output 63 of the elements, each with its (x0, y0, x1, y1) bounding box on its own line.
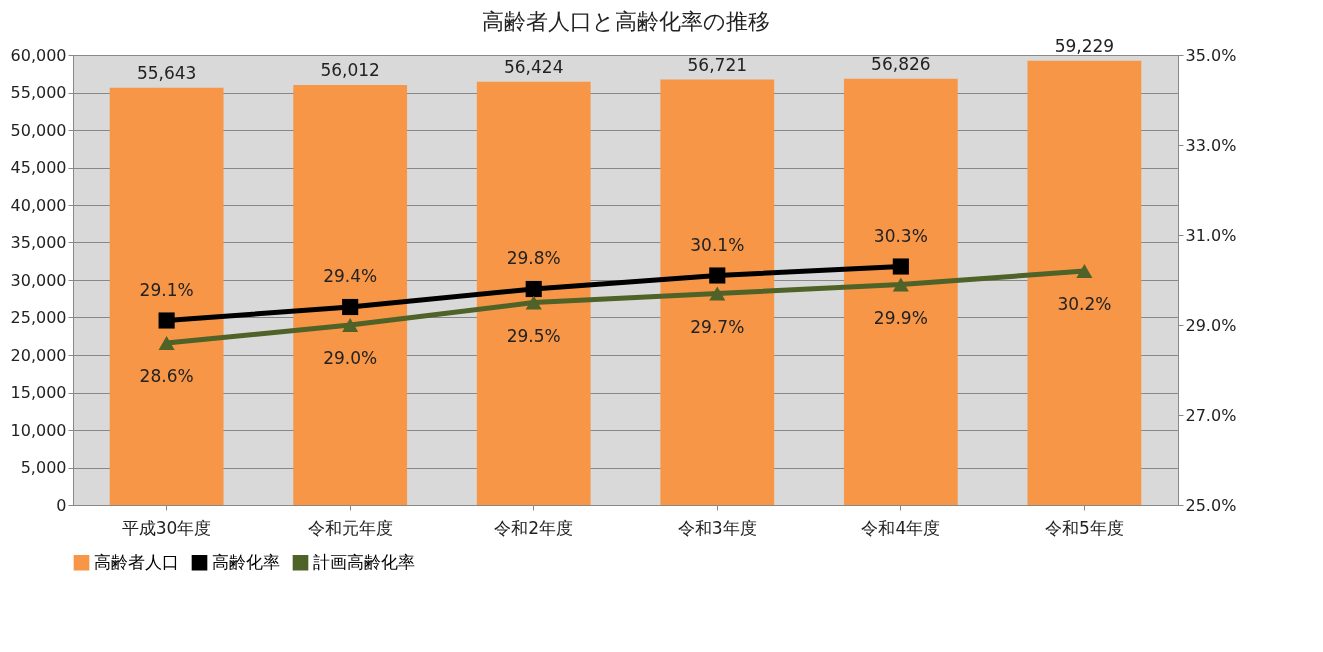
y2-tick-label: 25.0% (1185, 495, 1237, 515)
y-tick-label: 25,000 (10, 308, 67, 327)
data-label: 29.7% (690, 316, 745, 337)
x-tick-label: 令和3年度 (677, 517, 757, 538)
data-label: 29.4% (323, 266, 378, 286)
data-label: 55,643 (136, 62, 197, 83)
data-label: 29.0% (323, 348, 378, 368)
data-label: 29.1% (139, 279, 194, 300)
point (342, 318, 359, 332)
y-tick-label: 60,000 (10, 45, 67, 65)
y-tick-label: 20,000 (10, 345, 67, 365)
bar (293, 84, 408, 505)
data-label: 30.2% (1057, 294, 1112, 314)
point (892, 277, 909, 292)
y-tick-label: 10,000 (10, 420, 67, 440)
data-label: 56,826 (871, 53, 931, 74)
y-tick-label: 55,000 (10, 83, 67, 102)
x-tick-label: 令和2年度 (494, 517, 574, 538)
y-tick-label: 5,000 (20, 458, 67, 477)
y-tick-label: 15,000 (10, 383, 67, 402)
y-tick-label: 40,000 (10, 195, 67, 215)
data-label: 56,012 (320, 59, 380, 80)
y-tick-label: 45,000 (10, 158, 67, 177)
data-label: 30.3% (873, 225, 928, 246)
bar (109, 87, 224, 505)
chart-title: 高齢者人口と高齢化率の推移 (481, 8, 770, 34)
bar (843, 78, 958, 505)
point (525, 280, 542, 298)
data-label: 30.1% (690, 234, 745, 255)
x-tick-label: 令和5年度 (1044, 517, 1124, 538)
data-label: 28.6% (139, 366, 194, 386)
x-tick-label: 令和元年度 (307, 517, 393, 538)
y2-tick-label: 35.0% (1185, 45, 1237, 65)
point (158, 312, 175, 329)
legend-label: 高齢化率 (212, 551, 280, 572)
point (158, 336, 175, 350)
point (709, 267, 726, 284)
data-label: 29.9% (873, 307, 928, 328)
data-label: 29.5% (506, 325, 561, 346)
x-tick-label: 平成30年度 (121, 517, 212, 538)
y-tick-label: 35,000 (10, 233, 67, 252)
point (709, 286, 726, 301)
data-label: 56,424 (503, 56, 564, 77)
y2-tick-label: 29.0% (1185, 315, 1237, 335)
bar (1027, 60, 1142, 505)
point (1076, 264, 1093, 278)
data-label: 29.8% (506, 248, 561, 268)
x-tick-label: 令和4年度 (861, 517, 941, 538)
point (525, 295, 542, 310)
y2-tick-label: 33.0% (1185, 135, 1237, 155)
legend-label: 計画高齢化率 (313, 551, 415, 572)
y-tick-label: 30,000 (10, 270, 67, 290)
point (892, 258, 909, 275)
bar (476, 81, 591, 505)
bar (660, 79, 775, 505)
data-label: 56,721 (687, 54, 748, 75)
point (342, 298, 359, 316)
y2-tick-label: 31.0% (1185, 225, 1237, 245)
legend-label: 高齢者人口 (94, 551, 179, 572)
y2-tick-label: 27.0% (1185, 405, 1237, 425)
y-tick-label: 50,000 (10, 120, 67, 140)
y-tick-label: 0 (56, 495, 67, 515)
data-label: 59,229 (1054, 35, 1115, 56)
